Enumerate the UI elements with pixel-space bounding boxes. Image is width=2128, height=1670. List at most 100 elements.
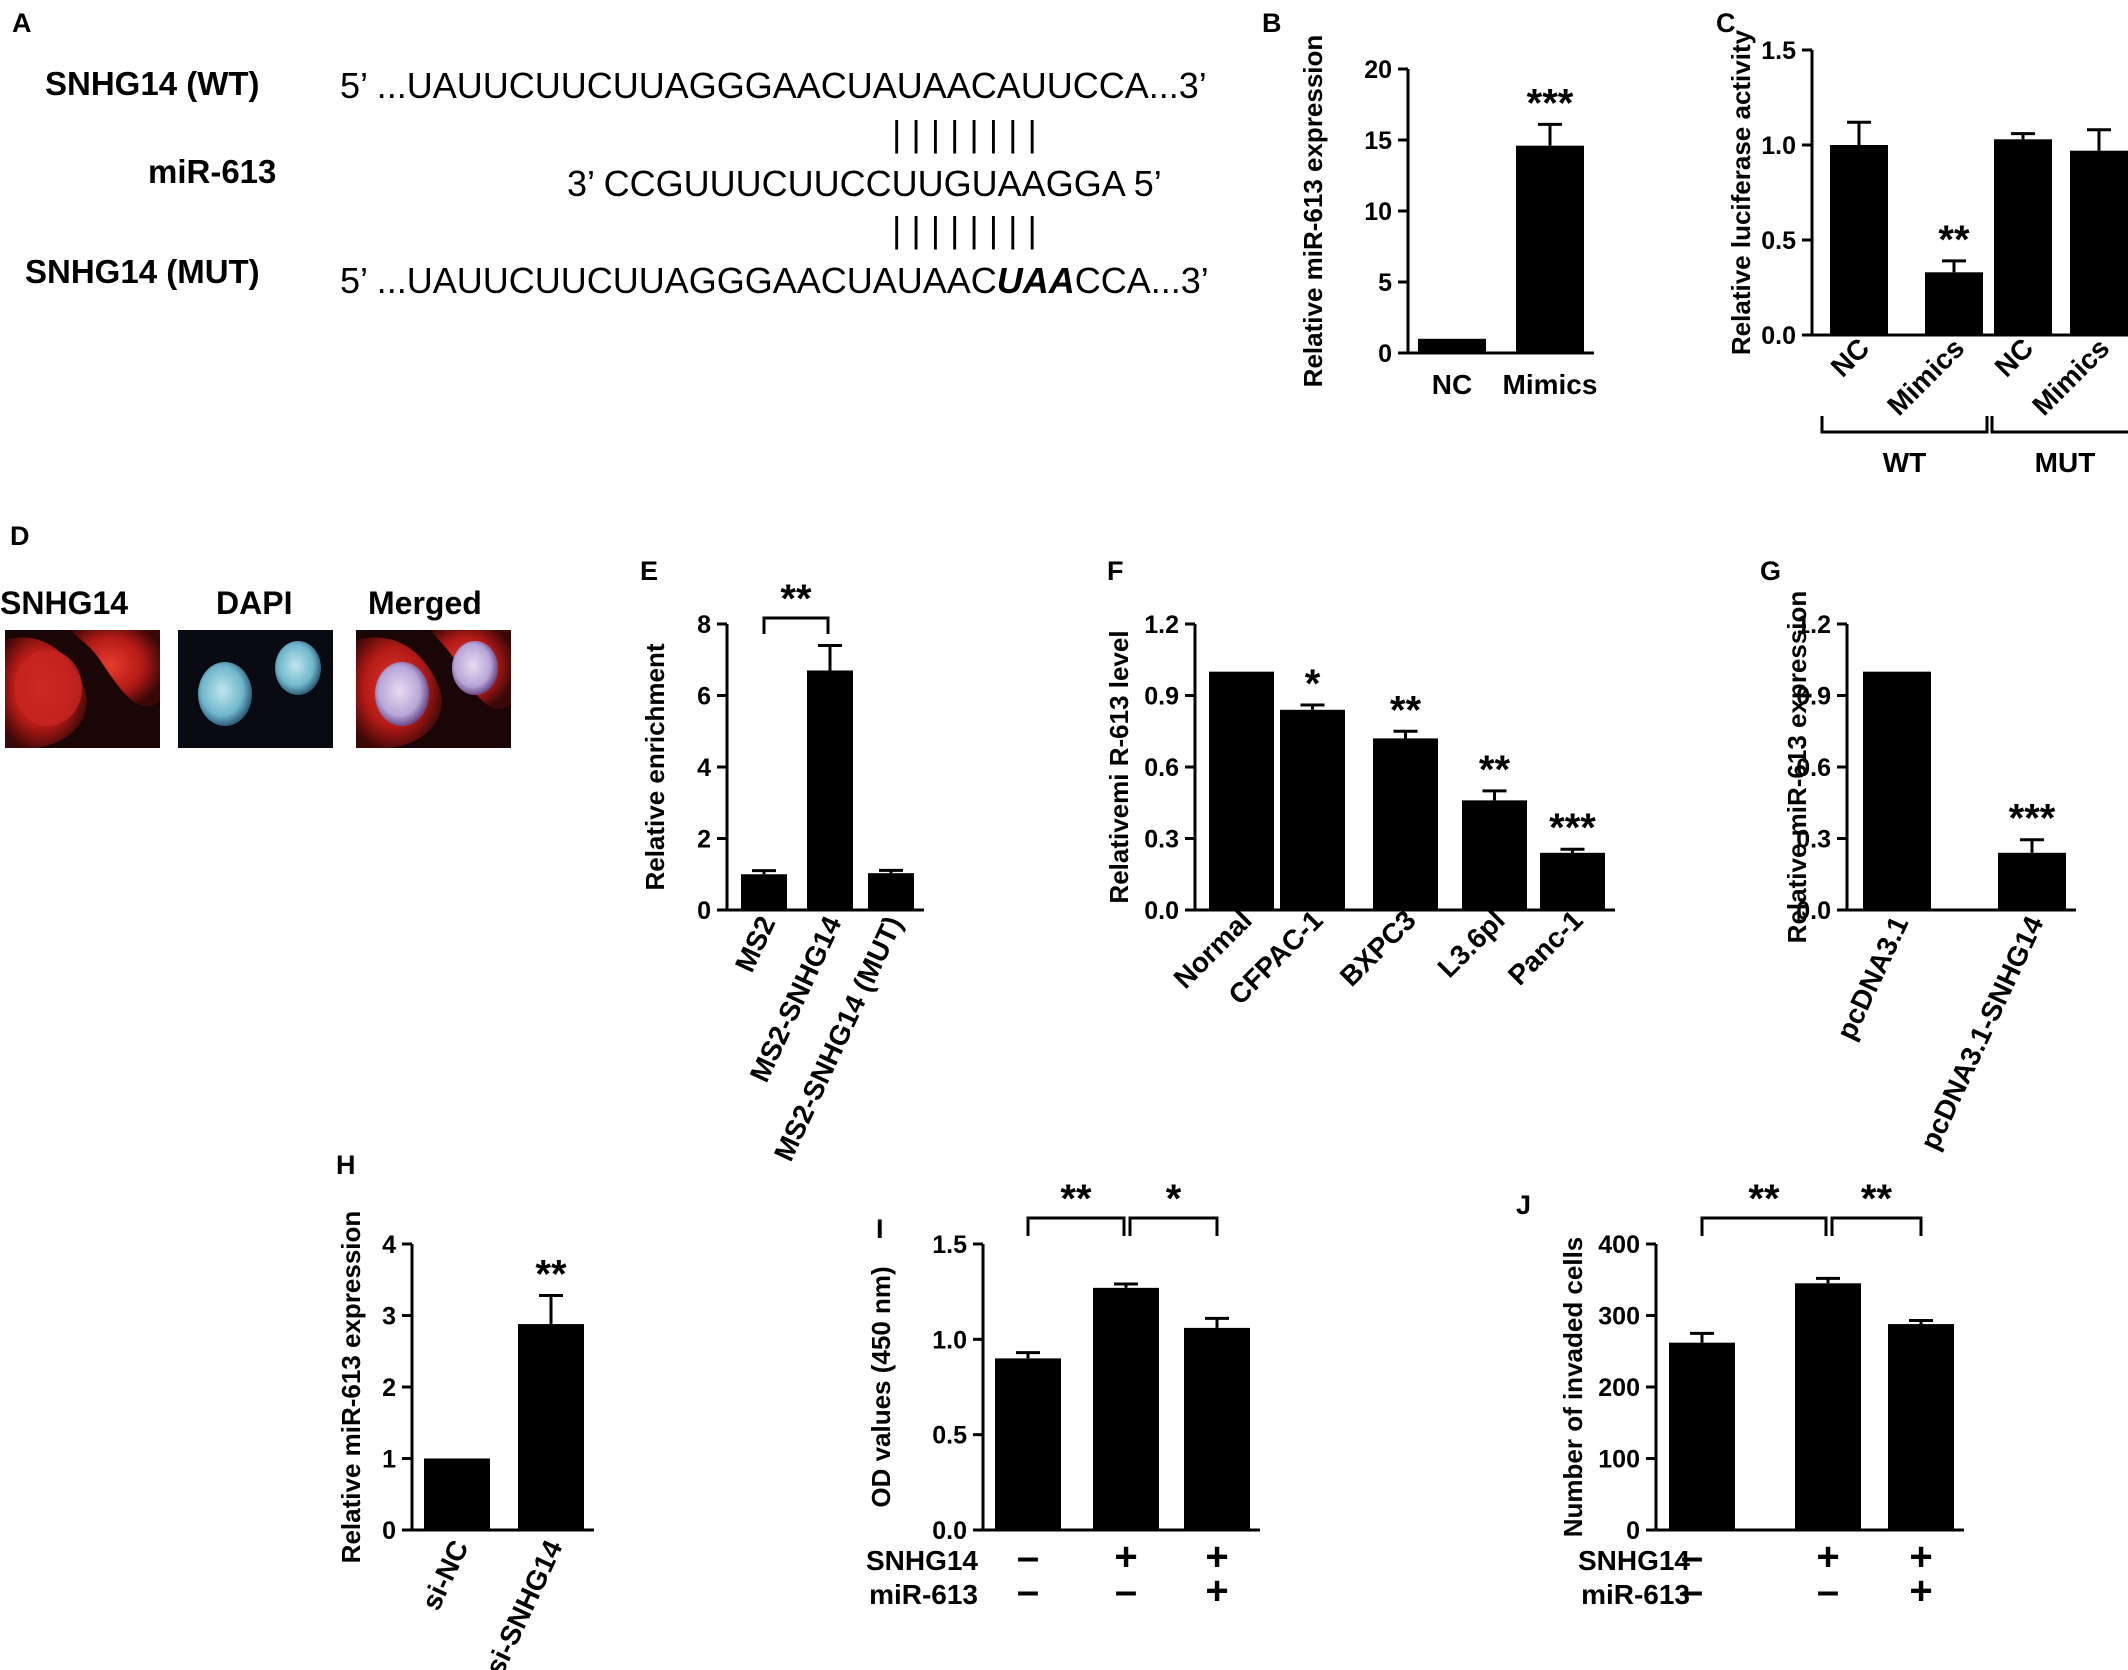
y-tick-label-i: 1.0 bbox=[932, 1326, 967, 1354]
y-tick-label-b: 20 bbox=[1364, 56, 1392, 84]
condition-value-j: – bbox=[1681, 1535, 1703, 1579]
bar-g bbox=[1863, 671, 1931, 910]
y-tick-label-g: 0.6 bbox=[1796, 754, 1831, 782]
condition-value-j: – bbox=[1817, 1569, 1839, 1613]
seq-mir: 3’ CCGUUUCUUCCUUGUAAGGA 5’ bbox=[567, 163, 1162, 204]
bar-f bbox=[1462, 800, 1527, 910]
image-dapi bbox=[178, 630, 333, 748]
significance-c: ** bbox=[1938, 218, 1970, 262]
bar-f bbox=[1280, 709, 1345, 910]
group-label-c: WT bbox=[1883, 447, 1927, 478]
chart-h: H 0 1 2 3 4 Relative miR-613 expression si-NC **… bbox=[336, 1150, 594, 1670]
y-tick-label-j: 0 bbox=[1626, 1517, 1640, 1545]
bar-f bbox=[1540, 852, 1605, 910]
bar-b bbox=[1516, 145, 1584, 353]
y-tick-label-b: 10 bbox=[1364, 198, 1392, 226]
condition-value-i: + bbox=[1205, 1569, 1228, 1613]
panel-d: D SNHG14 DAPI Merged bbox=[0, 521, 511, 748]
significance-g: *** bbox=[2009, 797, 2056, 841]
image-label-snhg14: SNHG14 bbox=[0, 585, 128, 621]
significance-b: *** bbox=[1527, 81, 1574, 125]
condition-value-j: – bbox=[1681, 1569, 1703, 1613]
bar-i bbox=[1184, 1327, 1250, 1530]
y-tick-label-j: 300 bbox=[1598, 1303, 1640, 1331]
condition-value-j: + bbox=[1909, 1569, 1932, 1613]
y-tick-label-c: 1.0 bbox=[1761, 132, 1796, 160]
chart-i: I0.00.51.01.5OD values (450 nm)** *SNHG14… bbox=[866, 1177, 1260, 1613]
y-axis-label-j: Number of invaded cells bbox=[1558, 1237, 1588, 1538]
significance-h: ** bbox=[535, 1252, 567, 1296]
bracket-label-e: ** bbox=[780, 577, 812, 621]
category-label-h: si-NC bbox=[415, 1535, 474, 1614]
seq-mut-pre: 5’ ...UAUUCUUCUUAGGGAACUAUAAC bbox=[340, 260, 997, 301]
y-axis-label-g: Relative miR-613 expression bbox=[1782, 591, 1812, 944]
y-tick-label-h: 2 bbox=[382, 1374, 396, 1402]
image-label-dapi: DAPI bbox=[216, 585, 292, 621]
bar-e bbox=[807, 670, 853, 910]
panel-label-j: J bbox=[1516, 1190, 1531, 1220]
chart-b: B 0 5 10 15 20 Relative miR-613 expression NC **… bbox=[1262, 8, 1597, 400]
y-tick-label-g: 0.0 bbox=[1796, 897, 1831, 925]
bracket-j bbox=[1830, 1216, 1923, 1236]
y-tick-label-h: 4 bbox=[382, 1231, 396, 1259]
y-tick-label-h: 1 bbox=[382, 1446, 396, 1474]
category-label-c: NC bbox=[1825, 332, 1876, 383]
category-label-f: Panc-1 bbox=[1502, 904, 1589, 991]
panel-label-h: H bbox=[336, 1150, 356, 1180]
bar-e bbox=[868, 873, 914, 910]
y-tick-label-f: 0.0 bbox=[1144, 897, 1179, 925]
y-tick-label-f: 1.2 bbox=[1144, 611, 1179, 639]
y-tick-label-i: 1.5 bbox=[932, 1231, 967, 1259]
condition-value-i: + bbox=[1205, 1535, 1228, 1579]
y-tick-label-e: 4 bbox=[697, 754, 711, 782]
bracket-i bbox=[1128, 1216, 1219, 1236]
category-label-g: pcDNA3.1-SNHG14 bbox=[1914, 911, 2049, 1154]
y-tick-label-i: 0.5 bbox=[932, 1422, 967, 1450]
seq-name-mut: SNHG14 (MUT) bbox=[25, 253, 260, 290]
y-tick-label-c: 1.5 bbox=[1761, 37, 1796, 65]
y-tick-label-j: 400 bbox=[1598, 1231, 1640, 1259]
image-merged bbox=[356, 630, 511, 748]
y-tick-label-j: 100 bbox=[1598, 1446, 1640, 1474]
y-tick-label-g: 0.3 bbox=[1796, 826, 1831, 854]
panel-label-c: C bbox=[1716, 8, 1736, 38]
y-tick-label-e: 8 bbox=[697, 611, 711, 639]
seq-mut-mutation: UAA bbox=[997, 260, 1075, 301]
category-label-b: NC bbox=[1432, 369, 1472, 400]
y-tick-label-j: 200 bbox=[1598, 1374, 1640, 1402]
y-tick-label-b: 15 bbox=[1364, 127, 1392, 155]
panel-label-f: F bbox=[1107, 556, 1124, 586]
y-tick-label-f: 0.3 bbox=[1144, 826, 1179, 854]
bar-h bbox=[424, 1458, 490, 1530]
image-snhg14 bbox=[5, 630, 160, 748]
significance-f: *** bbox=[1549, 806, 1596, 850]
bracket-label-j: ** bbox=[1861, 1177, 1893, 1221]
bar-f bbox=[1373, 738, 1438, 910]
bracket-i bbox=[1026, 1216, 1126, 1236]
bar-f bbox=[1209, 671, 1274, 910]
bar-c bbox=[1994, 139, 2052, 335]
bar-c bbox=[2070, 150, 2128, 335]
seq-name-mir: miR-613 bbox=[148, 153, 276, 190]
bracket-label-i: * bbox=[1166, 1177, 1182, 1221]
y-tick-label-h: 3 bbox=[382, 1303, 396, 1331]
category-label-f: BXPC3 bbox=[1334, 904, 1422, 992]
y-tick-label-b: 0 bbox=[1378, 340, 1392, 368]
condition-value-i: + bbox=[1114, 1535, 1137, 1579]
y-tick-label-i: 0.0 bbox=[932, 1517, 967, 1545]
chart-j: J 0 100 200 300 400 Number of invaded cells ** *… bbox=[1516, 1177, 1964, 1613]
category-label-b: Mimics bbox=[1503, 369, 1598, 400]
seq-name-wt: SNHG14 (WT) bbox=[45, 65, 260, 102]
y-axis-label-c: Relative luciferase activity bbox=[1726, 29, 1756, 355]
condition-name-i: miR-613 bbox=[869, 1579, 978, 1610]
category-label-c: Mimics bbox=[2026, 332, 2115, 421]
y-tick-label-g: 1.2 bbox=[1796, 611, 1831, 639]
bracket-label-j: ** bbox=[1748, 1177, 1780, 1221]
bracket-e bbox=[762, 616, 830, 634]
bar-e bbox=[741, 874, 787, 910]
y-tick-label-f: 0.9 bbox=[1144, 683, 1179, 711]
